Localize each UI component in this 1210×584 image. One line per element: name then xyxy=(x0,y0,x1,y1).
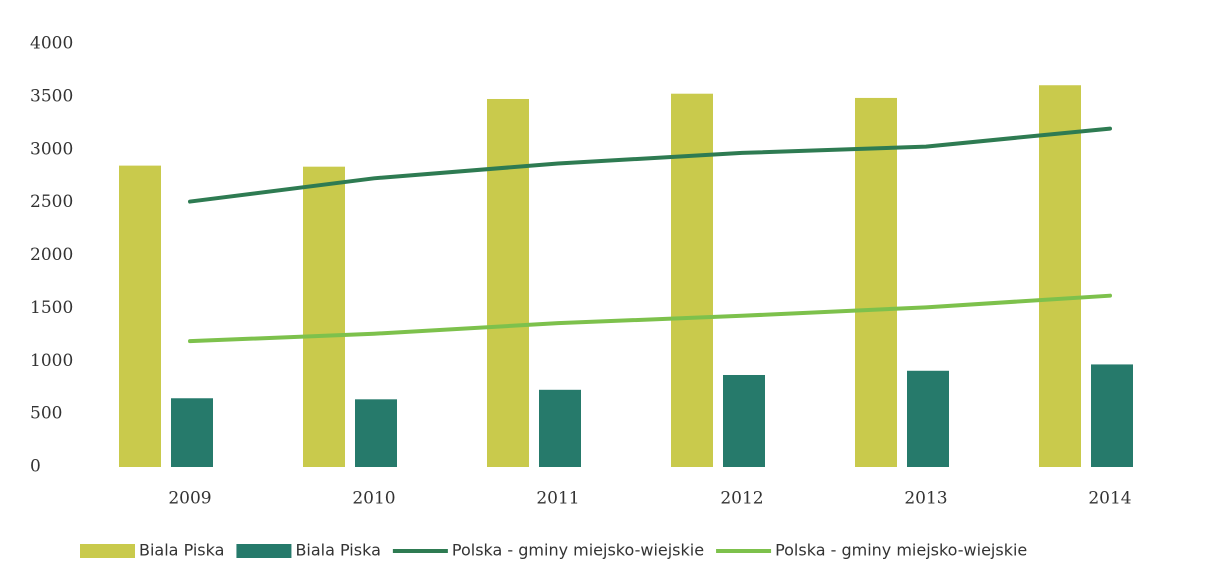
legend-label: Polska - gminy miejsko-wiejskie xyxy=(775,541,1027,560)
x-tick-label: 2013 xyxy=(904,489,947,509)
bar xyxy=(671,93,713,467)
x-tick-label: 2010 xyxy=(352,489,395,509)
bar xyxy=(355,399,397,467)
legend-label: Biala Piska xyxy=(139,541,224,560)
bar xyxy=(171,398,213,467)
bar xyxy=(907,370,949,467)
legend-swatch xyxy=(236,544,292,558)
x-tick-label: 2014 xyxy=(1088,489,1131,509)
bar xyxy=(119,165,161,468)
line xyxy=(188,293,1112,344)
line xyxy=(188,126,1112,204)
x-tick-label: 2011 xyxy=(536,489,579,509)
legend-label: Polska - gminy miejsko-wiejskie xyxy=(452,541,704,560)
bar xyxy=(1039,85,1081,468)
y-tick-label: 4000 xyxy=(30,34,73,54)
bar xyxy=(539,389,581,467)
bar xyxy=(855,97,897,468)
bar xyxy=(723,374,765,467)
legend-label: Biala Piska xyxy=(295,541,380,560)
y-tick-label: 3000 xyxy=(30,139,73,159)
x-tick-label: 2009 xyxy=(168,489,211,509)
bar xyxy=(487,98,529,468)
y-tick-label: 1000 xyxy=(30,351,73,371)
x-tick-label: 2012 xyxy=(720,489,763,509)
y-tick-label: 0 xyxy=(30,457,41,477)
bar xyxy=(303,166,345,468)
y-tick-label: 3500 xyxy=(30,86,73,106)
y-tick-label: 1500 xyxy=(30,298,73,318)
legend-swatch xyxy=(80,544,135,558)
y-tick-label: 2500 xyxy=(30,192,73,212)
y-tick-label: 500 xyxy=(30,404,62,424)
bar xyxy=(1091,364,1133,467)
y-tick-label: 2000 xyxy=(30,245,73,265)
